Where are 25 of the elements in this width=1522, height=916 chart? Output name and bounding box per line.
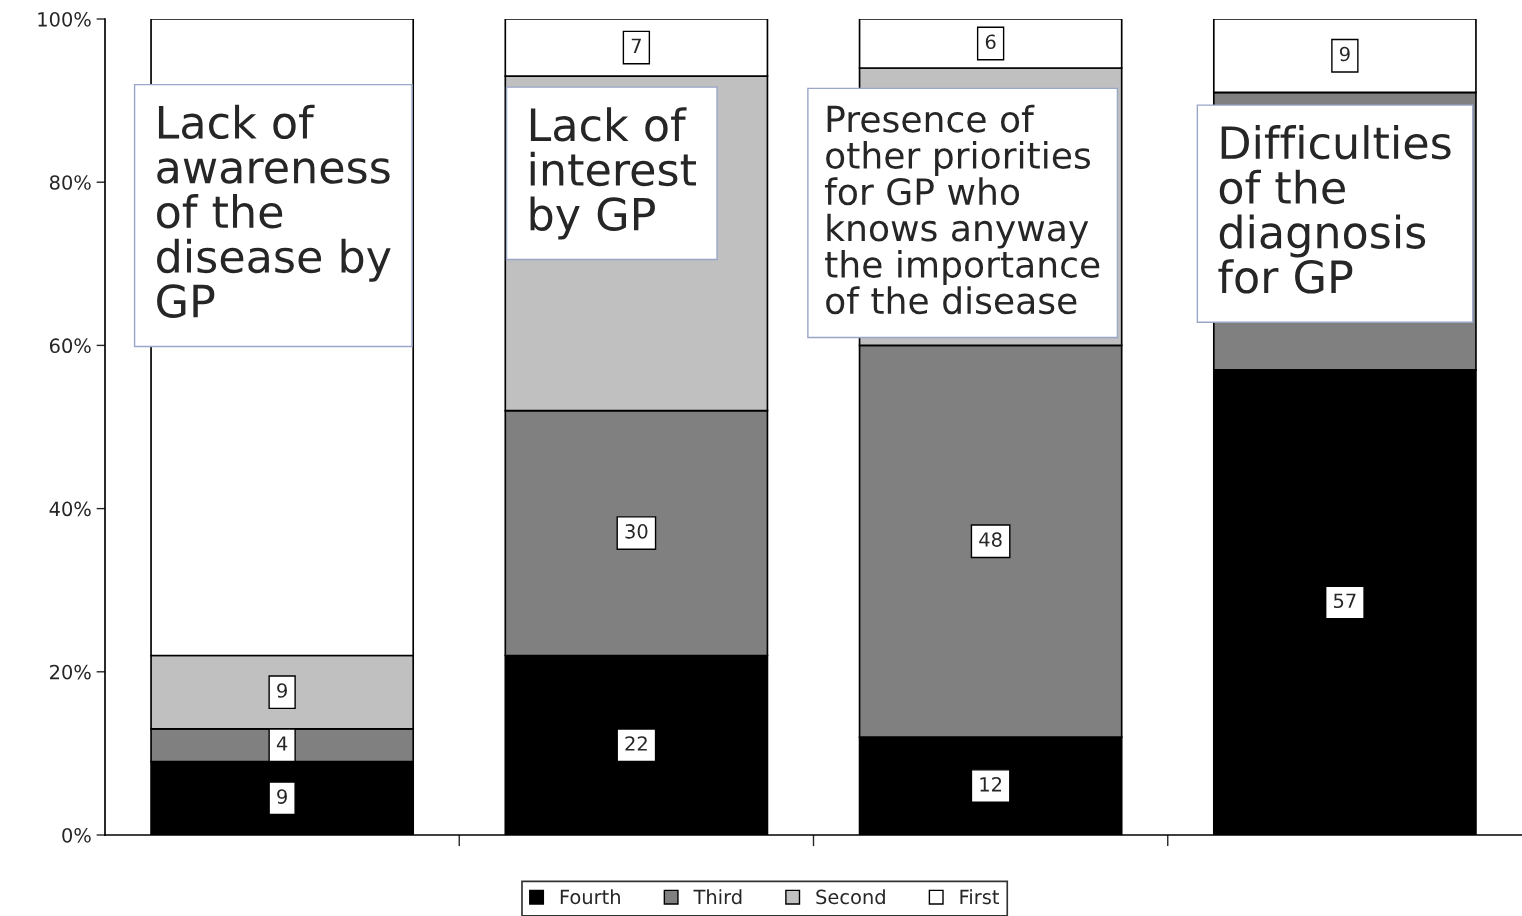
- x-tick-label: Presence of other priorities for GP who knows anyway the importance of the disease: [824, 104, 1100, 315]
- y-tick-label: 0%: [62, 827, 91, 843]
- y-tick-label: 40%: [49, 501, 91, 517]
- data-label: 9: [277, 683, 287, 698]
- x-tick-label: Lack of interest by GP: [530, 107, 696, 240]
- data-label: 57: [1334, 593, 1356, 609]
- legend-label: Fourth: [560, 889, 620, 905]
- y-tick-label: 100%: [38, 11, 91, 27]
- data-label: 6: [985, 34, 996, 50]
- y-tick-label: 60%: [49, 338, 91, 354]
- legend-label: Third: [693, 889, 742, 905]
- y-tick-label: 20%: [50, 664, 91, 680]
- data-label: 9: [1339, 46, 1350, 62]
- y-tick-label: 80%: [49, 175, 91, 190]
- legend-label: First: [960, 889, 1000, 905]
- data-label: 7: [631, 38, 641, 53]
- x-tick-label: Difficulties of the diagnosis for GP: [1218, 125, 1451, 294]
- legend-label: Second: [816, 889, 885, 905]
- data-label: 48: [979, 532, 1002, 547]
- data-label: 4: [276, 736, 288, 751]
- data-label: 30: [625, 524, 648, 539]
- data-label: 22: [625, 736, 647, 751]
- data-label: 9: [277, 789, 287, 804]
- data-label: 12: [980, 776, 1002, 792]
- x-tick-label: Lack of awareness of the disease by GP: [157, 104, 391, 318]
